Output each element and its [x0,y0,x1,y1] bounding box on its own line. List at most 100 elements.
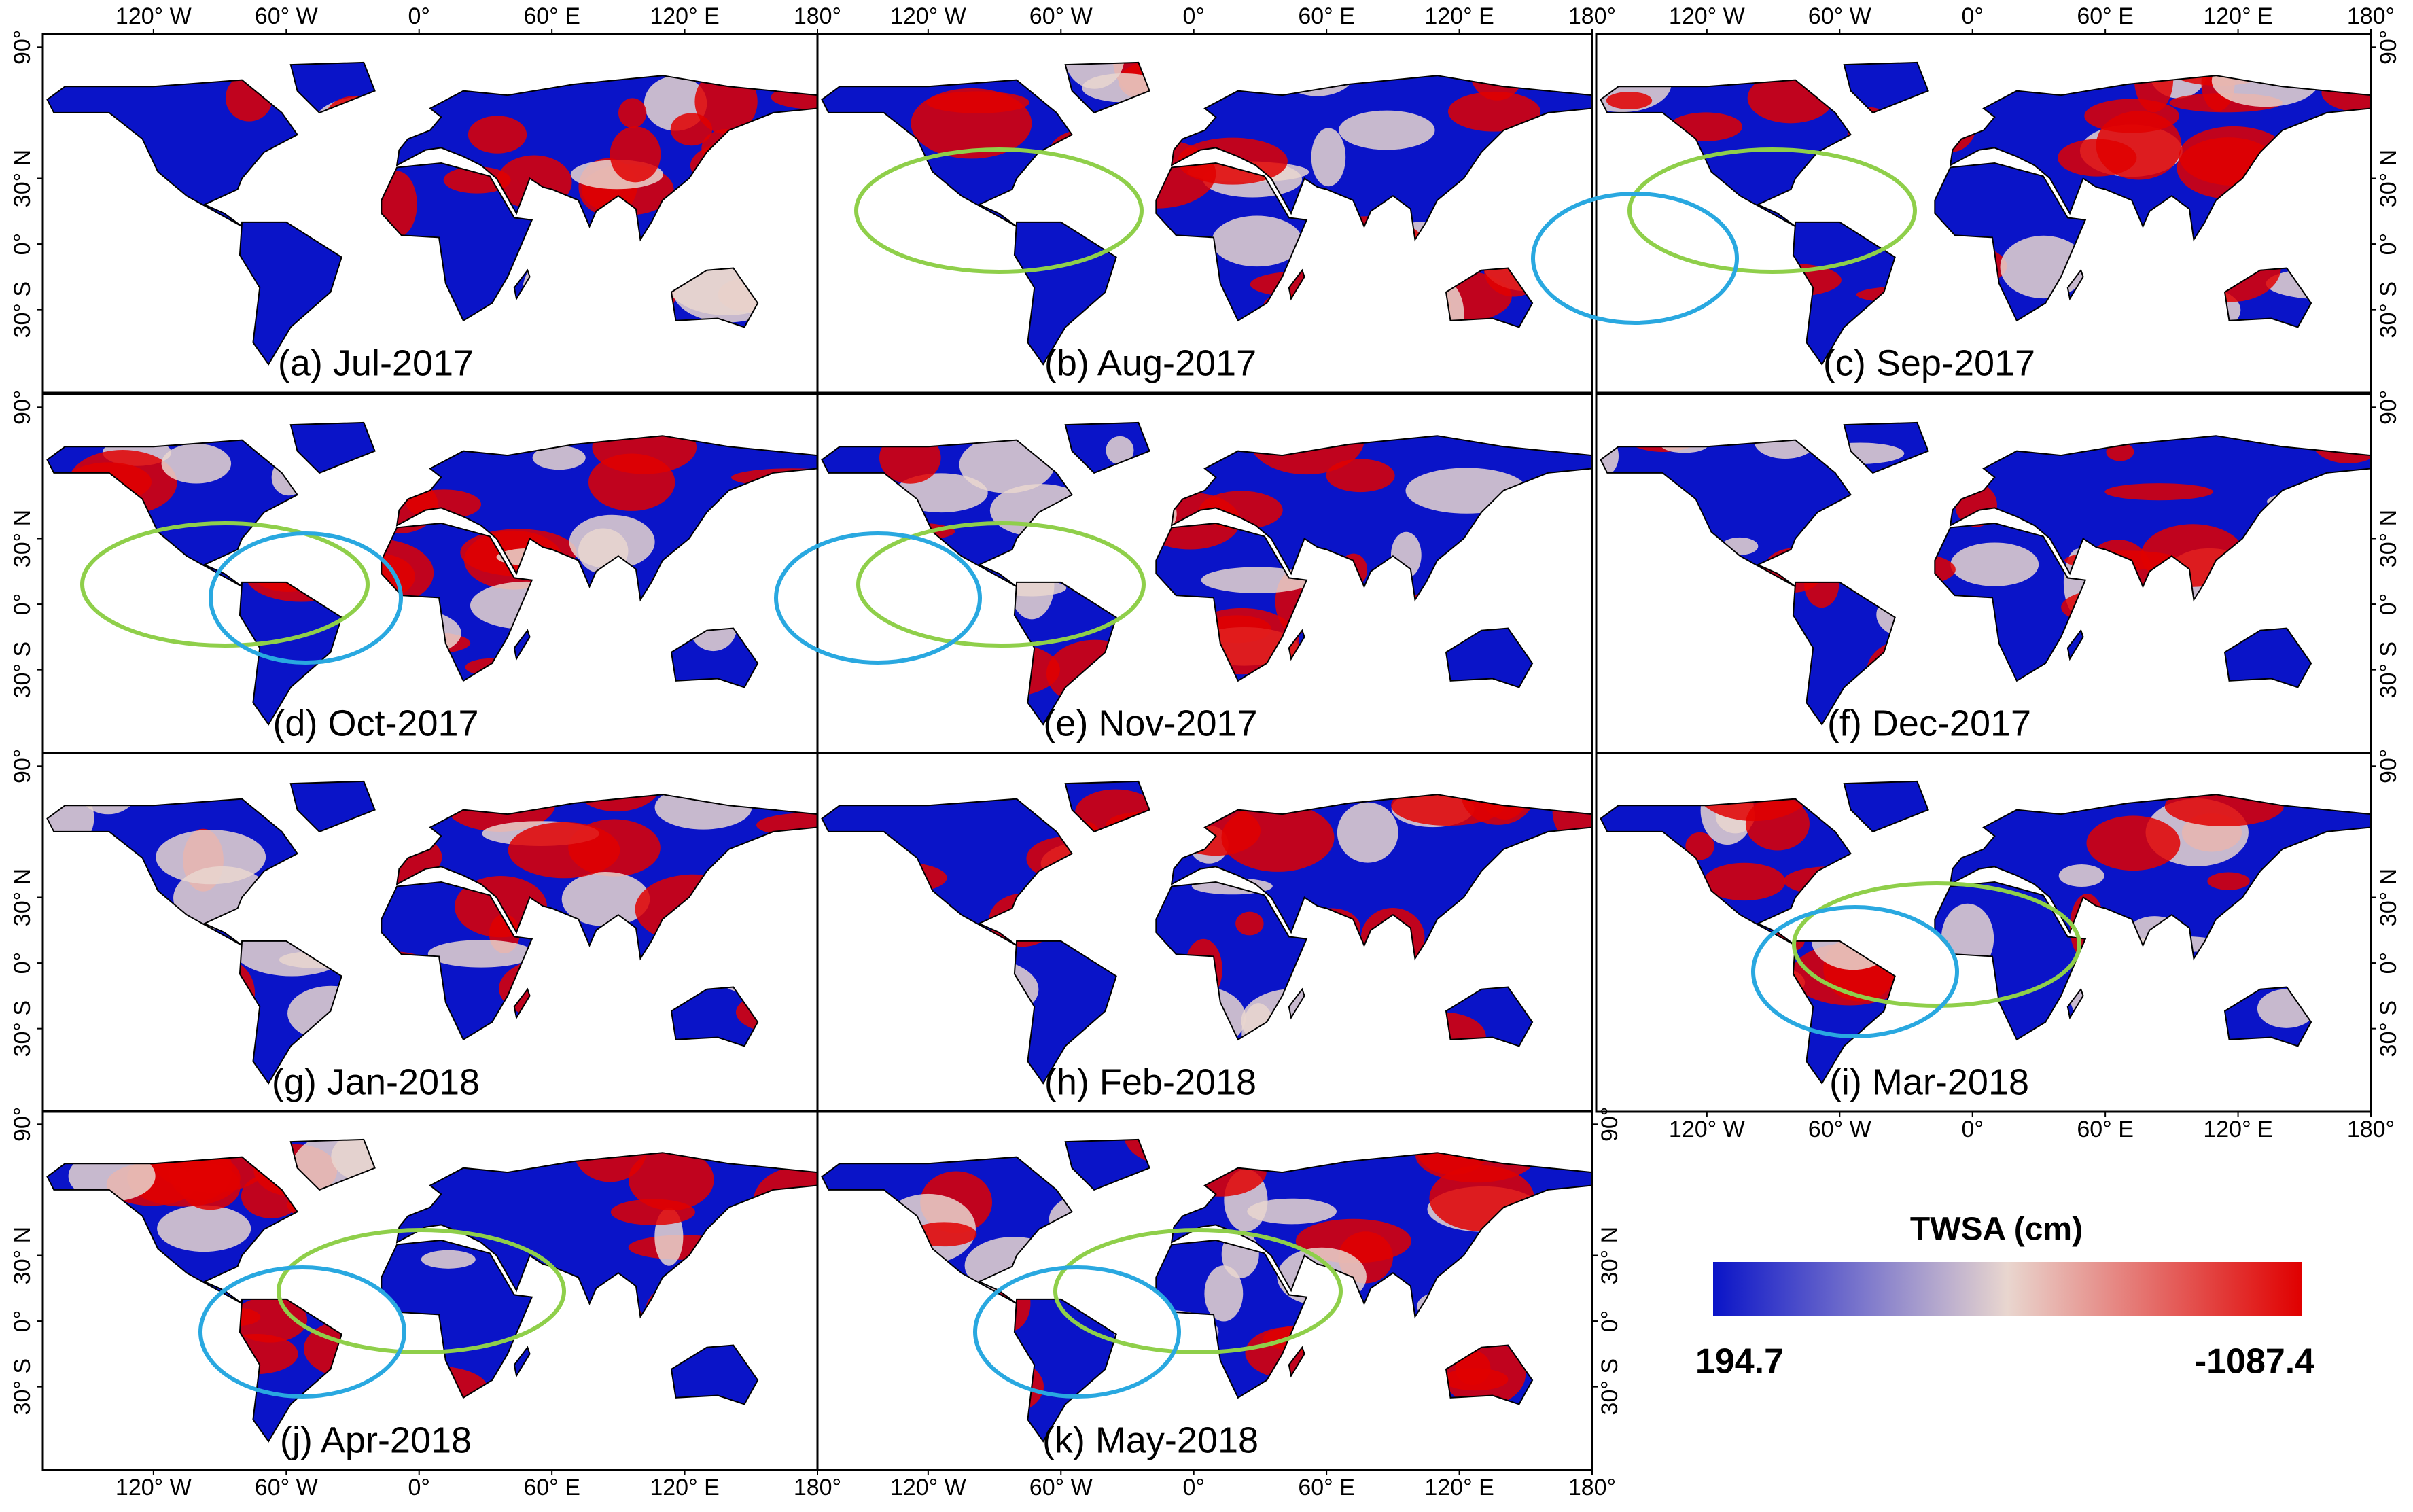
anomaly [225,74,273,122]
anomaly [2104,483,2214,501]
anomaly [2181,232,2281,302]
lon-tick-label: 60° E [1298,3,1355,29]
anomaly [610,126,661,183]
anomaly [822,495,899,547]
anomaly [1721,537,1759,555]
anomaly [1955,483,1997,527]
anomaly [1480,1279,1543,1336]
anomaly [1387,956,1481,1004]
anomaly [1119,986,1190,1042]
anomaly [618,98,647,128]
anomaly [1613,964,1659,991]
anomaly [47,227,130,283]
anomaly [214,1333,298,1375]
panel-frame [816,33,1593,394]
anomaly [857,561,955,582]
anomaly [2232,196,2308,261]
lon-tick-label: 120° W [1669,1117,1745,1142]
anomaly [1623,940,1729,981]
lat-tick-label: 30° S [10,1000,35,1057]
anomaly [1482,535,1525,574]
anomaly [1552,508,1592,554]
lon-tick-label: 180° [2347,3,2395,29]
anomaly [1250,270,1365,298]
anomaly [737,243,777,288]
anomaly [947,226,1002,256]
highlight [277,1228,566,1354]
lon-tick-label: 0° [408,3,430,29]
lon-tick-label: 180° [1568,3,1616,29]
anomaly [1685,832,1714,860]
map-panel: (j) Apr-2018 120° W 60° W 0° 60° E 120° E 180°… [10,1107,841,1500]
anomaly [1703,862,1786,901]
anomaly [569,955,664,1019]
lon-tick-label: 120° E [650,3,719,29]
anomaly [47,916,152,940]
anomaly [47,526,130,588]
anomaly [303,1318,408,1379]
anomaly [455,876,547,938]
anomaly [945,642,1060,698]
anomaly [311,482,377,506]
anomaly [2310,422,2371,463]
anomaly [173,866,271,930]
anomaly [1339,110,1435,150]
anomaly [1204,1265,1244,1322]
anomaly [90,1329,209,1397]
anomaly [207,1307,261,1326]
coastline [46,1138,818,1443]
lon-tick-label: 60° E [523,3,580,29]
highlight [1792,881,2081,1008]
anomaly [1082,73,1165,103]
anomaly [1158,986,1246,1049]
anomaly [920,957,1039,1021]
lat-tick-label: 90° [10,390,35,425]
anomaly [1447,91,1541,132]
anomaly [1600,1002,1652,1058]
panel-label: (h) Feb-2018 [1044,1061,1256,1102]
lat-tick-label: 0° [2376,233,2401,256]
lat-tick-label: 30° N [1597,1227,1623,1284]
anomaly [760,781,800,796]
map-panel: (d) Oct-2017 90° 30° N 0° 30° S [10,390,819,754]
lon-tick-label: 120° E [2203,1117,2272,1142]
lat-tick-label: 0° [2376,593,2401,616]
lat-tick-label: 30° N [2376,868,2401,926]
anomaly [657,575,739,603]
lat-tick-label: 90° [10,1107,35,1142]
lat-tick-label: 30° N [2376,150,2401,207]
anomaly [1926,87,1978,152]
anomaly [1055,889,1159,932]
panel-frame [816,1110,1593,1471]
highlight [1531,192,1739,325]
lon-tick-label: 60° E [2077,3,2134,29]
anomaly [1188,62,1235,94]
anomaly [2085,540,2151,603]
anomaly [1606,91,1653,109]
panel-label: (d) Oct-2017 [272,703,478,743]
lat-tick-label: 0° [10,593,35,616]
anomaly [1460,781,1536,825]
anomaly [2058,139,2137,177]
anomaly [1108,139,1142,169]
highlight [856,521,1146,648]
anomaly [47,620,84,650]
coastline [1600,421,2372,726]
anomaly [376,171,417,238]
anomaly [1378,292,1452,319]
anomaly [1046,639,1144,707]
panel-label: (i) Mar-2018 [1829,1061,2029,1102]
coastline [46,780,818,1085]
anomaly [1460,555,1553,618]
colorbar-title: TWSA (cm) [1910,1212,2083,1248]
anomaly [180,1163,241,1210]
panel-label: (c) Sep-2017 [1823,342,2035,383]
coastline [46,61,818,366]
anomaly [639,255,677,317]
anomaly [1072,476,1136,493]
anomaly [126,422,199,428]
anomaly [2257,385,2370,415]
lon-tick-label: 120° W [116,1475,192,1500]
anomaly [1848,552,1956,588]
